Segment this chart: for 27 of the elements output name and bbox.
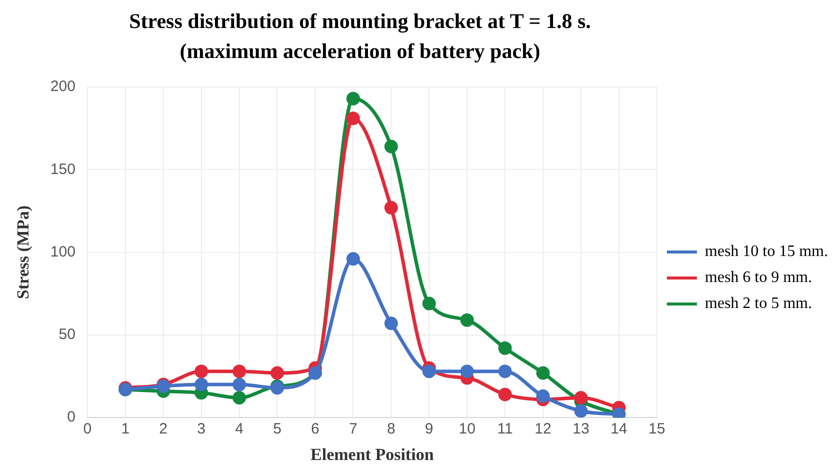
x-tick-label: 3 <box>197 420 206 438</box>
x-tick-label: 10 <box>458 420 476 438</box>
x-tick-label: 5 <box>273 420 282 438</box>
x-tick-label: 14 <box>610 420 628 438</box>
x-tick-label: 12 <box>534 420 552 438</box>
y-axis-title: Stress (MPa) <box>14 205 33 300</box>
x-tick-label: 0 <box>83 420 92 438</box>
x-tick-label: 7 <box>349 420 358 438</box>
x-tick-label: 1 <box>121 420 130 438</box>
legend-label: mesh 2 to 5 mm. <box>704 295 812 312</box>
x-tick-label: 13 <box>572 420 590 438</box>
y-tick-label: 200 <box>50 78 76 96</box>
legend-label: mesh 6 to 9 mm. <box>704 269 812 286</box>
x-tick-label: 6 <box>311 420 320 438</box>
x-tick-label: 9 <box>424 420 434 438</box>
x-tick-label: 11 <box>497 420 513 438</box>
x-tick-label: 4 <box>235 420 244 438</box>
x-tick-label: 2 <box>159 420 168 438</box>
x-tick-label: 15 <box>648 420 666 438</box>
chart-title: Stress distribution of mounting bracket at T = 1.8 s. (maximum acceleration of battery pack) <box>128 8 592 65</box>
y-tick-label: 150 <box>50 160 76 178</box>
y-tick-label: 50 <box>58 326 76 344</box>
x-axis-title: Element Position <box>310 445 434 464</box>
y-tick-label: 100 <box>50 243 76 260</box>
y-tick-label: 0 <box>67 408 76 426</box>
x-tick-label: 8 <box>386 420 396 438</box>
legend-label: mesh 10 to 15 mm. <box>704 243 828 260</box>
